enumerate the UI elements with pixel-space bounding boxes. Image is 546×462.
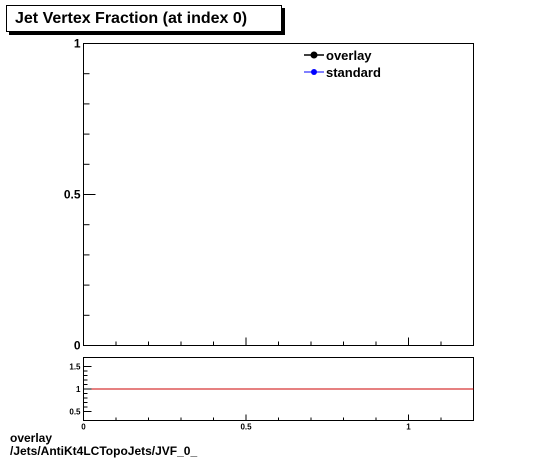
main-plot-frame <box>83 43 474 346</box>
main-axis-ticks <box>83 43 474 346</box>
ratio-y-tick-label: 0.5 <box>69 408 81 417</box>
chart-title: Jet Vertex Fraction (at index 0) <box>15 10 248 27</box>
main-y-tick-label: 1 <box>74 37 81 51</box>
main-y-tick-label: 0 <box>74 339 81 353</box>
ratio-y-tick-label: 1.5 <box>69 363 81 372</box>
legend-standard-label: standard <box>326 65 381 80</box>
ratio-x-tick-label: 0.5 <box>240 423 252 432</box>
ratio-axis-labels: 0.511.50 0.5 1 <box>69 363 411 432</box>
ratio-x-tick-label: 1 <box>406 423 411 432</box>
main-y-tick-label: 0.5 <box>64 188 81 202</box>
footer-line-2: /Jets/AntiKt4LCTopoJets/JVF_0_ <box>10 444 198 458</box>
legend-overlay-label: overlay <box>326 48 372 63</box>
footer-line-1: overlay <box>10 431 53 445</box>
ratio-x-tick-label: 0 <box>81 423 86 432</box>
legend-overlay-marker <box>310 51 318 59</box>
legend: overlay standard <box>304 48 381 80</box>
legend-standard-marker <box>311 69 317 75</box>
ratio-y-tick-label: 1 <box>76 385 81 394</box>
footer: overlay /Jets/AntiKt4LCTopoJets/JVF_0_ <box>10 432 197 458</box>
main-axis-labels: 00.51 <box>64 37 81 353</box>
ratio-axis-ticks <box>83 366 474 421</box>
title-box: Jet Vertex Fraction (at index 0) <box>6 5 282 32</box>
